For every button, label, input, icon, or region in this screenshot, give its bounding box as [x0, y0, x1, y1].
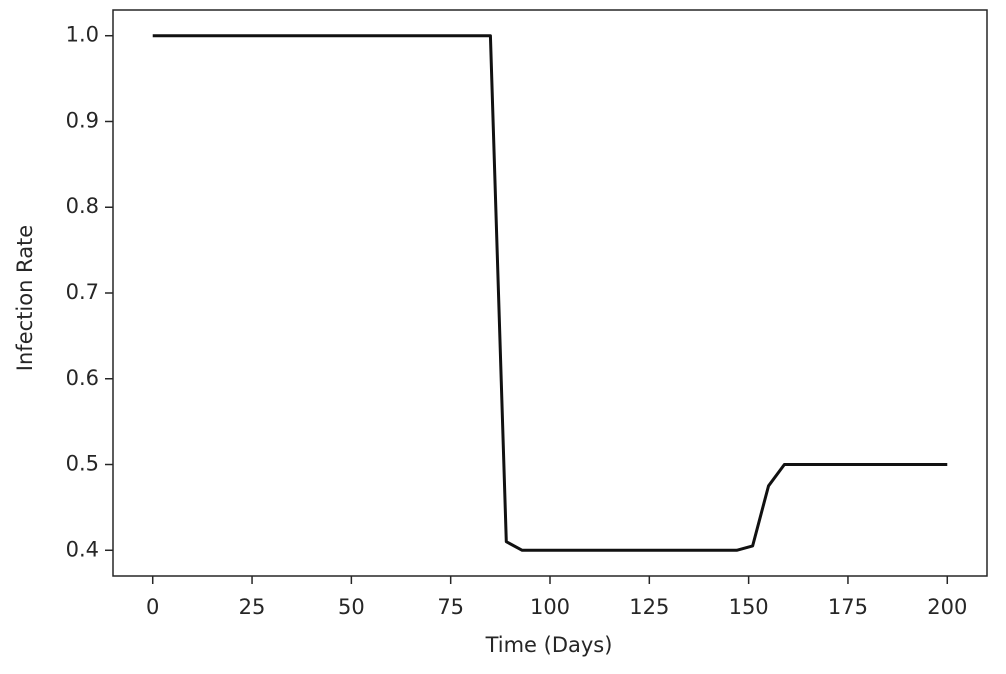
y-tick-label: 0.9 — [66, 108, 99, 132]
x-tick-label: 75 — [437, 595, 464, 619]
data-line — [152, 34, 948, 552]
x-tick-label: 175 — [828, 595, 868, 619]
x-tick-label: 125 — [629, 595, 669, 619]
plot-frame — [112, 9, 988, 577]
x-tick-label: 25 — [239, 595, 266, 619]
y-tick-label: 1.0 — [66, 23, 99, 47]
y-tick-label: 0.4 — [66, 537, 99, 561]
x-tick-label: 0 — [146, 595, 159, 619]
x-axis-label: Time (Days) — [485, 633, 613, 657]
y-axis-label: Infection Rate — [13, 225, 37, 371]
x-tick-label: 150 — [729, 595, 769, 619]
x-tick-label: 50 — [338, 595, 365, 619]
y-tick-label: 0.8 — [66, 194, 99, 218]
y-tick-label: 0.6 — [66, 366, 99, 390]
x-tick-label: 100 — [530, 595, 570, 619]
y-tick-label: 0.5 — [66, 452, 99, 476]
x-tick-label: 200 — [927, 595, 967, 619]
y-tick-label: 0.7 — [66, 280, 99, 304]
